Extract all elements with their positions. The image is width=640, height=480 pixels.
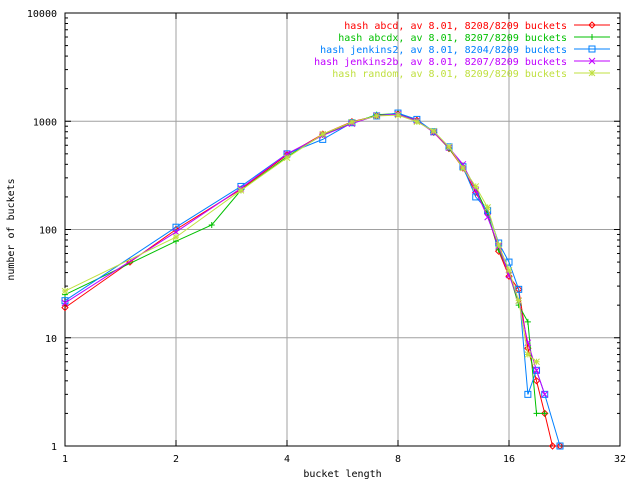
series-line [64,114,537,363]
legend-label: hash abcd, av 8.01, 8208/8209 buckets [344,21,567,32]
series-line [64,113,546,395]
data-point [589,34,595,40]
legend-entry: hash random, av 8.01, 8209/8209 buckets [332,69,610,80]
grid [65,13,620,446]
x-tick-label: 4 [284,454,290,465]
data-point [533,366,541,374]
series-0 [61,110,564,450]
data-point [533,410,540,417]
data-point [541,390,549,398]
data-point [172,223,180,231]
data-point [445,143,453,151]
data-point [61,303,69,312]
data-point [495,241,503,249]
x-tick-label: 8 [395,454,401,465]
data-point [394,111,402,119]
legend-label: hash abcdx, av 8.01, 8207/8209 buckets [338,33,567,44]
series-1 [62,110,548,417]
data-point [172,233,180,241]
series-2 [61,109,564,450]
legend-label: hash random, av 8.01, 8209/8209 buckets [332,69,567,80]
legend-label: hash jenkins2b, av 8.01, 8207/8209 bucke… [314,57,567,68]
y-tick-label: 10 [45,334,57,345]
data-point [588,69,596,77]
series-line [64,113,560,447]
data-point [524,390,532,398]
data-point [459,164,467,172]
data-point [373,112,380,120]
legend-entry: hash abcd, av 8.01, 8208/8209 buckets [344,21,610,32]
x-tick-label: 2 [173,454,179,465]
data-point [541,390,549,398]
data-point [208,222,215,229]
data-point [533,358,540,366]
legend: hash abcd, av 8.01, 8208/8209 bucketshas… [314,21,610,80]
data-point [588,57,596,65]
data-point [524,318,531,325]
legend-entry: hash jenkins2, av 8.01, 8204/8209 bucket… [320,45,610,56]
data-point [548,442,557,450]
data-point [541,410,548,417]
series-line [64,112,561,447]
data-point [588,21,596,29]
x-tick-label: 16 [503,454,515,465]
data-point [515,297,523,305]
data-point [61,287,69,295]
data-point [348,118,356,126]
data-point [61,299,69,307]
y-tick-label: 1000 [33,117,57,128]
data-point [524,351,532,358]
data-point [588,45,596,53]
series-line [64,112,545,414]
data-point [532,377,541,385]
data-point [319,130,327,138]
x-tick-label: 1 [62,454,68,465]
y-tick-label: 10000 [27,9,57,20]
data-point [472,183,480,190]
data-point [505,266,513,274]
data-point [172,228,180,236]
legend-label: hash jenkins2, av 8.01, 8204/8209 bucket… [320,45,567,56]
x-tick-label: 32 [614,454,626,465]
series-layer [61,109,564,450]
y-axis-label: number of buckets [6,178,17,280]
data-point [126,258,134,266]
axis-ticks: 1 2 4 8 16 32 1 10 100 1000 10000 [27,9,626,465]
data-point [484,204,491,211]
series-4 [61,111,540,366]
legend-entry: hash abcdx, av 8.01, 8207/8209 buckets [338,33,610,44]
data-point [283,154,291,162]
data-point [556,442,564,450]
data-point [237,186,245,194]
data-point [430,127,438,135]
legend-entry: hash jenkins2b, av 8.01, 8207/8209 bucke… [314,57,610,68]
data-point [533,366,540,374]
data-point [413,118,421,126]
y-tick-label: 1 [51,442,57,453]
data-point [515,285,523,293]
y-tick-label: 100 [39,226,57,237]
x-axis-label: bucket length [303,469,381,480]
